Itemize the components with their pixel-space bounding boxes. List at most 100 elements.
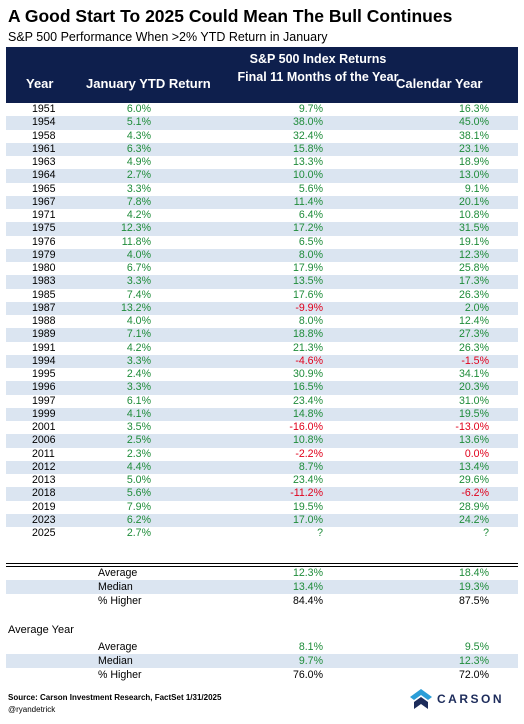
cell-final-11-months: 14.8% — [151, 407, 323, 421]
cell-final-11-months: 17.0% — [151, 513, 323, 527]
summary-row: Median 9.7% 12.3% — [6, 654, 518, 668]
cell-final-11-months: 15.8% — [151, 142, 323, 156]
summary-final-11-months: 9.7% — [151, 654, 323, 668]
summary-calendar-year: 87.5% — [458, 595, 489, 607]
chart-subtitle: S&P 500 Performance When >2% YTD Return … — [8, 30, 328, 44]
cell-january: 3.5% — [126, 421, 151, 434]
cell-january: 5.0% — [126, 474, 151, 487]
cell-spacer — [489, 262, 518, 275]
cell-year: 1996 — [6, 381, 58, 395]
cell-calendar-year: -6.2% — [323, 487, 489, 501]
cell-final-11-months: -4.6% — [151, 354, 323, 368]
cell-year: 1951 — [32, 103, 56, 116]
cell-final-11-months: 13.3% — [292, 156, 323, 169]
summary-label: Median — [6, 654, 151, 668]
cell-spacer — [489, 434, 518, 448]
cell-january: 6.1% — [126, 394, 151, 407]
cell-final-11-months: -16.0% — [289, 421, 323, 434]
cell-calendar-year: 0.0% — [464, 447, 489, 460]
cell-calendar-year: 19.1% — [458, 235, 489, 248]
cell-january: 5.1% — [58, 116, 151, 130]
table-row: 1983 3.3% 13.5% 17.3% — [6, 275, 518, 289]
cell-january: 2.7% — [58, 169, 151, 183]
cell-year: 2019 — [32, 500, 56, 513]
summary-final-11-months: 8.1% — [298, 641, 323, 653]
table-row: 2023 6.2% 17.0% 24.2% — [6, 513, 518, 527]
summary-calendar-year: 18.4% — [458, 567, 489, 579]
table-row: 1958 4.3% 32.4% 38.1% — [6, 130, 518, 143]
cell-calendar-year: 38.1% — [458, 129, 489, 142]
author-handle: @ryandetrick — [8, 705, 56, 714]
cell-january: 4.1% — [58, 407, 151, 421]
summary-row: % Higher 76.0% 72.0% — [6, 668, 518, 682]
cell-year: 1983 — [6, 275, 58, 289]
cell-spacer — [489, 487, 518, 501]
cell-spacer — [489, 328, 518, 342]
cell-calendar-year: 10.8% — [458, 209, 489, 222]
cell-final-11-months: 8.0% — [151, 248, 323, 262]
header-year: Year — [26, 76, 54, 91]
table-header: S&P 500 Index Returns Final 11 Months of… — [6, 47, 518, 103]
cell-year: 1987 — [6, 301, 58, 315]
table-row: 2011 2.3% -2.2% 0.0% — [6, 448, 518, 461]
cell-january: 11.8% — [121, 235, 151, 248]
cell-spacer — [489, 209, 518, 222]
cell-year: 1999 — [6, 407, 58, 421]
cell-january: 5.6% — [58, 487, 151, 501]
cell-year: 1979 — [6, 248, 58, 262]
summary-divider-second — [6, 566, 518, 567]
cell-spacer — [489, 474, 518, 487]
table-row: 2025 2.7%?? — [6, 527, 518, 540]
cell-spacer — [489, 116, 518, 130]
carson-mark-icon — [410, 689, 432, 709]
cell-final-11-months: 38.0% — [151, 116, 323, 130]
table-row: 1951 6.0% 9.7% 16.3% — [6, 103, 518, 116]
cell-spacer — [489, 566, 518, 580]
carson-logo: CARSON — [410, 688, 504, 710]
table-row: 1987 13.2% -9.9% 2.0% — [6, 301, 518, 315]
cell-spacer — [489, 513, 518, 527]
header-january: January YTD Return — [86, 76, 211, 91]
cell-spacer — [489, 654, 518, 668]
cell-january: 2.5% — [58, 434, 151, 448]
summary-label: Average — [98, 567, 138, 579]
cell-final-11-months: 18.8% — [151, 328, 323, 342]
cell-january: 12.3% — [58, 222, 151, 236]
cell-spacer — [489, 156, 518, 169]
cell-january: 3.3% — [126, 182, 151, 195]
summary-label: % Higher — [98, 669, 142, 681]
table-row: 1967 7.8% 11.4% 20.1% — [6, 195, 518, 209]
cell-january: 7.1% — [58, 328, 151, 342]
cell-year: 1975 — [6, 222, 58, 236]
table-row: 2001 3.5% -16.0% -13.0% — [6, 421, 518, 434]
table-row: 1988 4.0% 8.0% 12.4% — [6, 315, 518, 328]
cell-january: 7.4% — [126, 288, 151, 301]
cell-spacer — [489, 594, 518, 608]
cell-january: 4.0% — [58, 248, 151, 262]
cell-spacer — [489, 501, 518, 514]
table-row: 1996 3.3% 16.5% 20.3% — [6, 381, 518, 395]
cell-january: 6.7% — [126, 262, 151, 275]
cell-spacer — [489, 381, 518, 395]
cell-january: 6.3% — [58, 142, 151, 156]
cell-final-11-months: 16.5% — [151, 381, 323, 395]
cell-year: 1985 — [32, 288, 56, 301]
average-year-heading: Average Year — [8, 624, 74, 636]
cell-january: 2.4% — [126, 368, 151, 381]
cell-final-11-months: 30.9% — [292, 368, 323, 381]
summary-row: Median 13.4% 19.3% — [6, 580, 518, 594]
cell-spacer — [489, 103, 518, 116]
cell-january: 4.2% — [126, 209, 151, 222]
cell-calendar-year: 29.6% — [458, 474, 489, 487]
table-row: 1961 6.3% 15.8% 23.1% — [6, 142, 518, 156]
cell-final-11-months: 10.0% — [151, 169, 323, 183]
table-row: 1989 7.1% 18.8% 27.3% — [6, 328, 518, 342]
cell-year: 2023 — [6, 513, 58, 527]
cell-january: 7.8% — [58, 195, 151, 209]
cell-year: 1995 — [32, 368, 56, 381]
cell-year: 1980 — [32, 262, 56, 275]
cell-year: 1958 — [32, 129, 56, 142]
cell-calendar-year: 13.4% — [323, 460, 489, 474]
cell-final-11-months: 8.7% — [151, 460, 323, 474]
cell-year: 2012 — [6, 460, 58, 474]
